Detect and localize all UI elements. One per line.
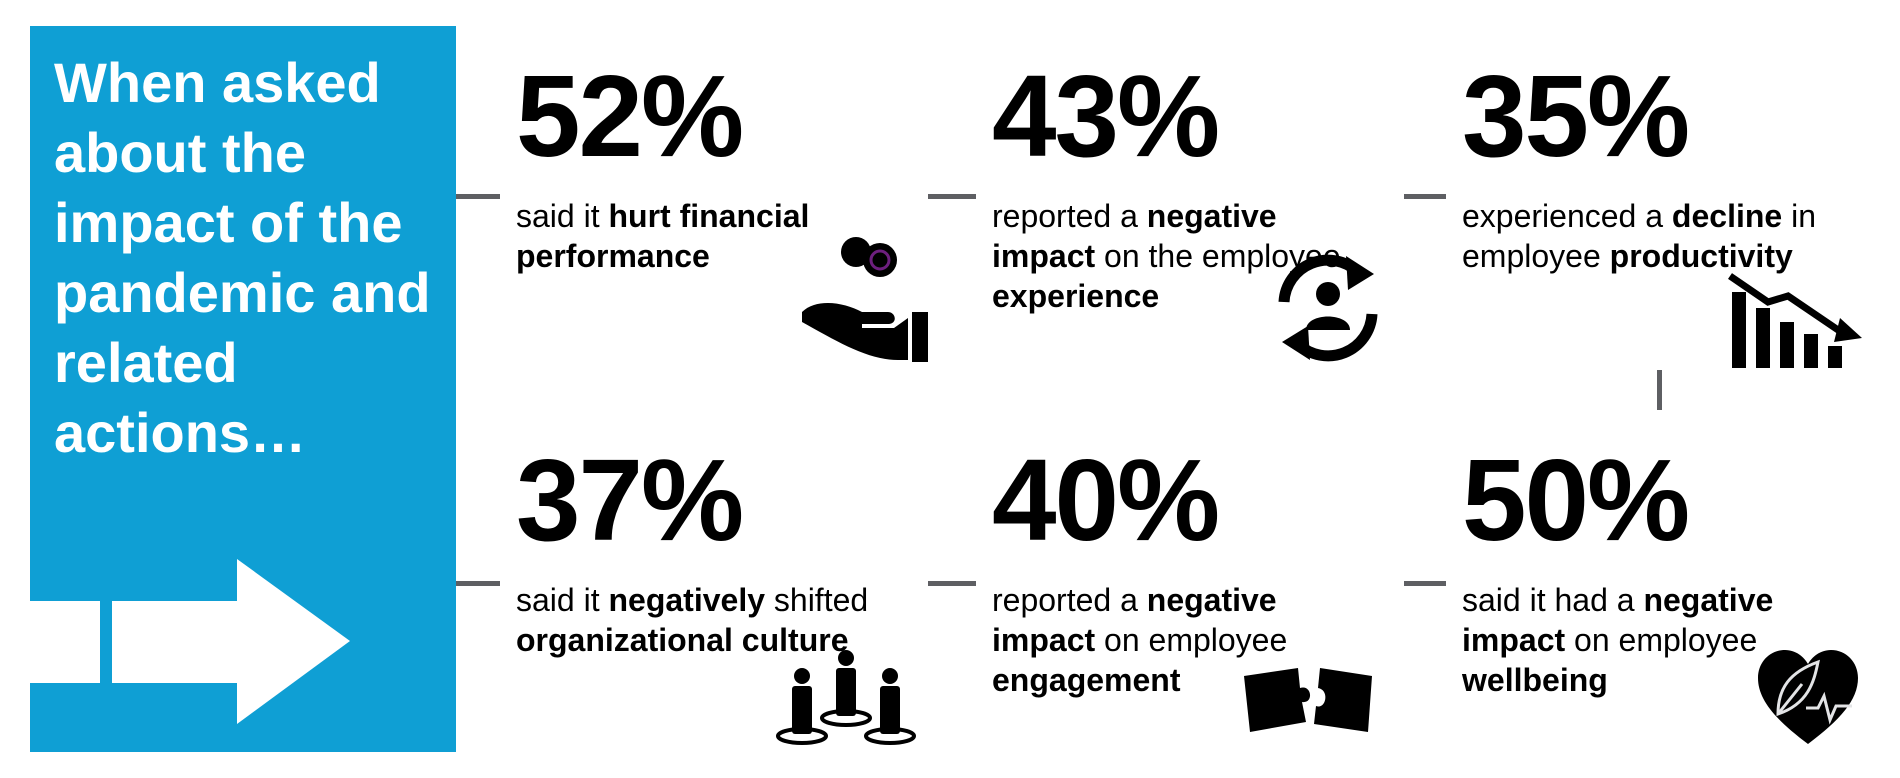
connector-line	[1404, 581, 1446, 586]
stat-description-text: experienced a	[1462, 198, 1672, 234]
stat-percent: 43%	[992, 51, 1220, 181]
stat-description-emphasis: productivity	[1609, 238, 1793, 274]
connector-line	[928, 194, 976, 199]
hand-coins-icon	[802, 237, 928, 362]
stat-description-emphasis: negative impact	[992, 582, 1277, 658]
stat-card-organizational-culture: 37% said it negatively shifted organizat…	[500, 410, 928, 754]
stat-description-text: said it	[516, 582, 609, 618]
stat-description-emphasis: engagement	[992, 662, 1181, 698]
stat-description-emphasis: wellbeing	[1462, 662, 1608, 698]
stat-description: reported a negative impact on the employ…	[992, 196, 1362, 316]
stat-percent: 50%	[1462, 435, 1690, 565]
stat-description-text: said it had a	[1462, 582, 1644, 618]
stat-percent: 40%	[992, 435, 1220, 565]
intro-heading: When asked about the impact of the pande…	[54, 51, 431, 464]
stat-description-text: said it	[516, 198, 609, 234]
stat-card-employee-productivity: 35% experienced a decline in employee pr…	[1446, 26, 1874, 370]
intro-panel: When asked about the impact of the pande…	[30, 26, 456, 752]
people-group-icon	[776, 650, 916, 745]
stat-card-employee-experience: 43% reported a negative impact on the em…	[976, 26, 1404, 370]
connector-line	[1657, 370, 1662, 410]
heart-leaf-icon	[1758, 650, 1858, 744]
stat-description-text: in employee	[1462, 198, 1816, 274]
connector-line	[928, 581, 976, 586]
stat-description-text: shifted	[765, 582, 869, 618]
stat-percent: 52%	[516, 51, 744, 181]
stat-description: said it hurt financial performance	[516, 196, 886, 276]
stat-card-employee-engagement: 40% reported a negative impact on employ…	[976, 410, 1404, 754]
stat-description-text: on employee	[1095, 622, 1288, 658]
stat-description-text: reported a	[992, 198, 1147, 234]
stat-description-emphasis: negative impact	[1462, 582, 1774, 658]
connector-line	[1404, 194, 1446, 199]
stat-description-emphasis: negative impact	[992, 198, 1277, 274]
stat-description-emphasis: decline	[1671, 198, 1783, 234]
stat-description: reported a negative impact on employee e…	[992, 580, 1362, 700]
stat-card-financial-performance: 52% said it hurt financial performance	[500, 26, 928, 370]
stat-percent: 35%	[1462, 51, 1690, 181]
stat-description-emphasis: hurt financial performance	[516, 198, 810, 274]
stat-description-emphasis: negatively	[608, 582, 765, 618]
person-cycle-icon	[1278, 254, 1378, 362]
declining-bar-chart-icon	[1728, 273, 1862, 368]
stat-description-emphasis: organizational culture	[516, 622, 849, 658]
stat-description: said it negatively shifted organizationa…	[516, 580, 886, 660]
stat-description-text: on employee	[1565, 622, 1758, 658]
connector-line	[456, 194, 500, 199]
right-arrow-icon	[30, 559, 350, 724]
stat-description-text: reported a	[992, 582, 1147, 618]
stat-description-emphasis: experience	[992, 278, 1160, 314]
connector-line	[456, 581, 500, 586]
puzzle-pieces-icon	[1244, 668, 1372, 732]
stat-description: experienced a decline in employee produc…	[1462, 196, 1832, 276]
stat-card-employee-wellbeing: 50% said it had a negative impact on emp…	[1446, 410, 1874, 754]
stat-description: said it had a negative impact on employe…	[1462, 580, 1832, 700]
stat-percent: 37%	[516, 435, 744, 565]
